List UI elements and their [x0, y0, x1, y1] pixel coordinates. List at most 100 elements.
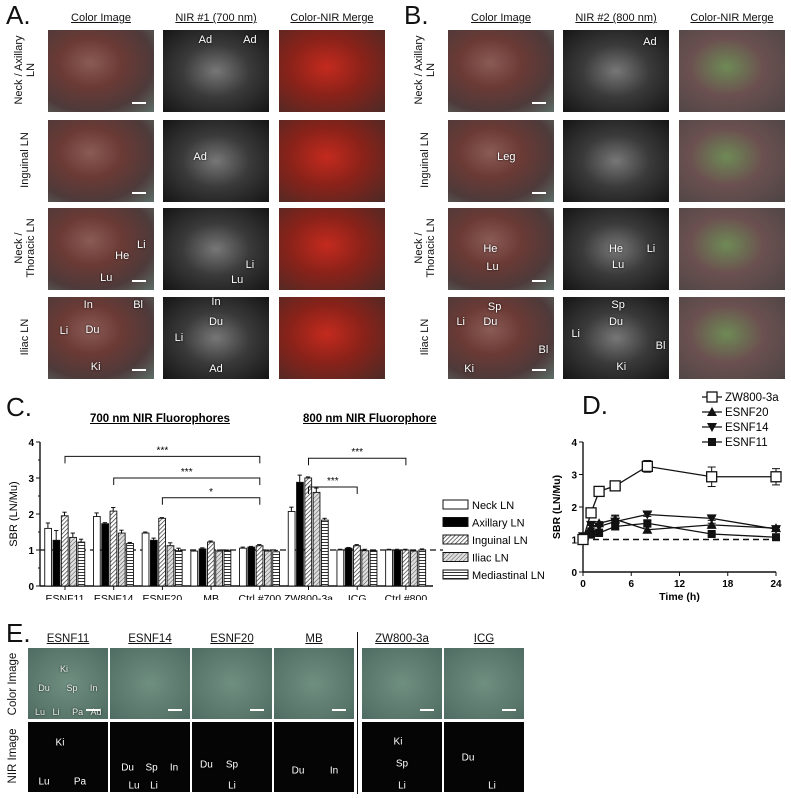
- bar: [393, 549, 402, 587]
- organ-label: He: [608, 243, 624, 255]
- scale-bar: [332, 709, 346, 711]
- data-point: [643, 519, 652, 528]
- x-tick-label: Ctrl #700: [238, 593, 281, 600]
- organ-label: Ad: [198, 33, 213, 46]
- panel-a-letter: A.: [6, 0, 31, 30]
- bar: [158, 517, 167, 587]
- bar: [264, 550, 272, 587]
- organ-label: Li: [228, 780, 236, 792]
- organ-label: Ki: [464, 363, 475, 376]
- data-point: [585, 507, 597, 519]
- nir-image: Ki Sp Li: [362, 722, 442, 792]
- legend-label: Axillary LN: [472, 518, 525, 530]
- x-tick-label: ESNF11: [46, 593, 85, 600]
- bar: [166, 545, 175, 587]
- scale-bar: [86, 709, 100, 711]
- color-image: Li Sp Du Bl Ki: [448, 297, 554, 379]
- organ-label: Ad: [193, 150, 207, 163]
- scale-bar: [502, 709, 516, 711]
- legend-label: ZW800-3a: [725, 392, 779, 404]
- organ-label: Bl: [538, 344, 549, 357]
- color-image: [48, 120, 154, 202]
- bar: [206, 541, 215, 587]
- organ-label: Sp: [487, 300, 502, 313]
- data-point: [594, 518, 605, 528]
- bar: [126, 543, 134, 587]
- x-tick-label: MB: [203, 593, 219, 600]
- organ-label: Du: [38, 682, 50, 693]
- data-point: [577, 533, 589, 546]
- nir-image: He Li Lu: [563, 208, 669, 290]
- organ-label: Lu: [486, 261, 499, 274]
- x-axis-label: Time (h): [659, 591, 700, 603]
- organ-label: Du: [121, 762, 134, 773]
- scale-bar: [532, 280, 546, 282]
- bar: [44, 527, 53, 587]
- row-label: Inguinal LN: [419, 132, 431, 188]
- y-tick-label: 4: [28, 438, 34, 449]
- nir-image: In Du Li Ad: [163, 297, 269, 379]
- column-header: Color Image: [71, 12, 131, 24]
- x-tick-label: 6: [628, 579, 634, 590]
- x-tick-label: 0: [580, 579, 586, 590]
- organ-label: Ad: [90, 706, 102, 717]
- bar: [401, 549, 410, 587]
- data-point: [706, 471, 718, 483]
- bar: [287, 511, 296, 587]
- organ-label: In: [83, 299, 93, 312]
- bar: [385, 549, 393, 587]
- merge-image: [279, 120, 385, 202]
- bar: [255, 545, 264, 587]
- scale-bar: [168, 709, 182, 711]
- x-tick-label: ESNF20: [143, 593, 183, 600]
- bar: [304, 477, 313, 587]
- y-tick-label: 1: [28, 546, 34, 557]
- panel-d-letter: D.: [582, 390, 608, 420]
- organ-label: Li: [136, 238, 146, 251]
- scale-bar: [532, 192, 546, 194]
- y-tick-label: 3: [28, 474, 34, 485]
- nir-image: Li Lu: [163, 208, 269, 290]
- color-image: Ki Du Sp In Lu Li Pa Ad: [28, 648, 108, 719]
- y-tick-label: 1: [571, 536, 577, 547]
- y-tick-label: 0: [28, 582, 34, 593]
- bar: [336, 549, 345, 587]
- data-point: [610, 514, 621, 524]
- organ-label: Pa: [73, 776, 87, 787]
- significance-label: ***: [327, 476, 339, 487]
- x-tick-label: ICG: [348, 593, 367, 600]
- merge-image: [279, 30, 385, 112]
- bar: [321, 519, 329, 587]
- organ-label: Li: [456, 315, 465, 328]
- organ-label: Bl: [133, 299, 143, 312]
- significance-bracket: [161, 497, 261, 505]
- group-title-800: 800 nm NIR Fluorophore: [303, 413, 437, 425]
- nir-image: Li Sp Du Bl Ki: [563, 297, 669, 379]
- column-header: ICG: [473, 633, 495, 645]
- organ-label: Du: [199, 759, 213, 771]
- bar: [247, 546, 256, 587]
- legend-label: ESNF20: [725, 407, 768, 419]
- organ-label: Li: [571, 327, 580, 340]
- bar: [223, 550, 232, 587]
- organ-label: Li: [646, 243, 656, 255]
- organ-label: Ki: [90, 360, 101, 373]
- organ-label: Du: [608, 315, 624, 328]
- bar: [418, 549, 427, 587]
- y-tick-label: 3: [571, 471, 577, 482]
- legend-swatch: [442, 534, 469, 545]
- bar: [296, 481, 304, 587]
- scale-bar: [532, 102, 546, 104]
- color-image: [192, 648, 272, 719]
- data-point: [771, 523, 781, 533]
- organ-label: Li: [52, 706, 60, 717]
- bar: [190, 550, 199, 587]
- bar: [141, 532, 150, 587]
- merge-image: [279, 297, 385, 379]
- legend-label: Iliac LN: [472, 553, 509, 565]
- legend-swatch: [442, 517, 469, 527]
- row-label: Color Image: [7, 652, 19, 716]
- row-label: Neck / Thoracic LN: [13, 218, 37, 278]
- color-image: [274, 648, 354, 719]
